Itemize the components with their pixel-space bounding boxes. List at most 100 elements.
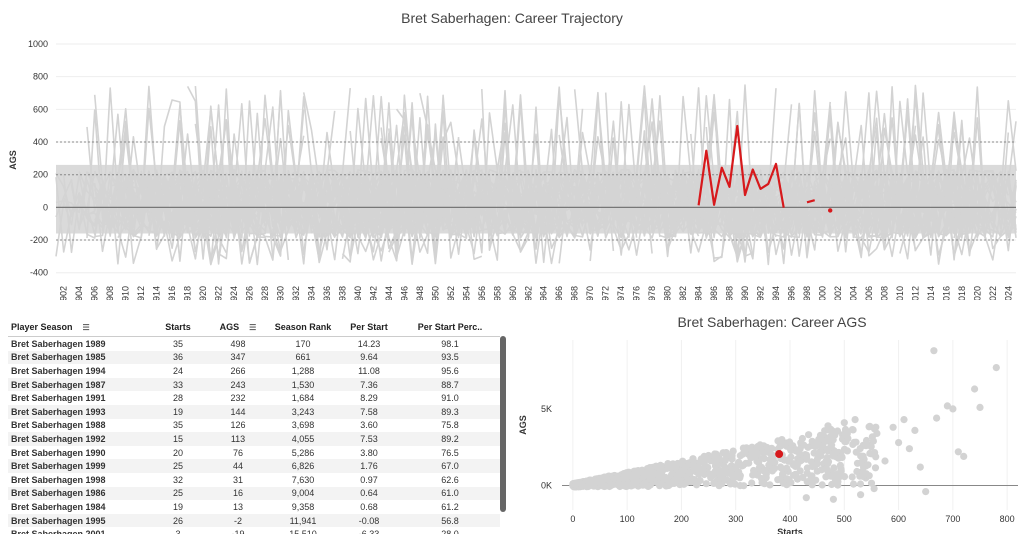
table-cell: 16 bbox=[208, 486, 268, 501]
col-header-player-season[interactable]: Player Season ☰ bbox=[11, 322, 90, 332]
x-tick-label: 2024 bbox=[1003, 286, 1013, 300]
table-cell: 7.58 bbox=[338, 404, 400, 419]
cell-player-season: Bret Saberhagen 1999 bbox=[8, 459, 148, 473]
x-tick-label: 100 bbox=[620, 514, 635, 524]
table-cell: 3.60 bbox=[360, 420, 378, 431]
highlight-point bbox=[827, 208, 833, 213]
table-row[interactable]: Bret Saberhagen 1999 25 44 6,826 1.76 67.0 bbox=[8, 459, 500, 473]
table-row[interactable]: Bret Saberhagen 1993 19 144 3,243 7.58 89.3 bbox=[8, 404, 500, 419]
table-scrollbar[interactable] bbox=[500, 336, 506, 512]
scatter-point bbox=[829, 495, 837, 503]
x-tick-label: 1970 bbox=[585, 286, 595, 300]
x-tick-label: 1982 bbox=[678, 286, 688, 300]
table-row[interactable]: Bret Saberhagen 1992 15 113 4,055 7.53 89.2 bbox=[8, 432, 500, 446]
scatter-point bbox=[708, 472, 716, 480]
x-axis-label: Starts bbox=[777, 527, 803, 534]
scatter-point bbox=[836, 461, 844, 469]
x-tick-label: 1968 bbox=[570, 286, 580, 300]
background-points bbox=[569, 347, 1000, 503]
table-cell: 4,055 bbox=[268, 432, 338, 446]
scatter-point bbox=[872, 453, 880, 461]
cell-player-season: Bret Saberhagen 1984 bbox=[11, 501, 106, 512]
y-tick-label: 1000 bbox=[28, 39, 48, 49]
highlight-point bbox=[775, 450, 784, 459]
table-cell: 9,004 bbox=[268, 486, 338, 501]
table-row[interactable]: Bret Saberhagen 20013-1915,510-6.3328.0 bbox=[8, 527, 500, 534]
scatter-point bbox=[838, 453, 846, 462]
x-tick-label: 1956 bbox=[477, 286, 487, 300]
col-header-starts[interactable]: Starts bbox=[165, 322, 191, 332]
x-tick-label: 2006 bbox=[864, 286, 874, 300]
col-header-per-start-perc[interactable]: Per Start Perc.. bbox=[417, 322, 483, 332]
x-tick-label: 1918 bbox=[183, 286, 193, 300]
scatter-point bbox=[753, 471, 762, 479]
table-row[interactable]: Bret Saberhagen 1994 24 266 1,288 11.08 95.6 bbox=[8, 364, 500, 378]
x-tick-label: 1912 bbox=[136, 286, 146, 300]
table-row[interactable]: Bret Saberhagen 1995 26 -2 11,941 -0.08 56.8 bbox=[8, 513, 500, 528]
x-tick-label: 1926 bbox=[245, 286, 255, 300]
scatter-point bbox=[728, 470, 736, 479]
x-tick-label: 800 bbox=[1000, 514, 1015, 524]
table-cell: 1.76 bbox=[338, 459, 400, 473]
scatter-point bbox=[621, 471, 629, 479]
scatter-point bbox=[954, 448, 962, 456]
table-row[interactable]: Bret Saberhagen 1984 19 13 9,358 0.68 61.2 bbox=[8, 500, 500, 514]
col-header-season-rank[interactable]: Season Rank bbox=[274, 322, 332, 332]
y-tick-label: 600 bbox=[33, 104, 48, 114]
career-trajectory-chart[interactable]: -400 -200 0 200 400 600 800 1000 AGS 1902 1904 1906… bbox=[0, 32, 1024, 300]
table-cell: 15,510 bbox=[268, 527, 338, 534]
table-row[interactable]: Bret Saberhagen 1991 28 232 1,684 8.29 91.0 bbox=[8, 391, 500, 405]
scatter-point bbox=[808, 437, 816, 445]
cell-player-season: Bret Saberhagen 1986 bbox=[8, 486, 148, 501]
table-cell: 5,286 bbox=[291, 447, 315, 458]
x-tick-label: 1936 bbox=[322, 286, 332, 300]
table-cell: -19 bbox=[208, 527, 268, 534]
x-tick-label: 1922 bbox=[214, 286, 224, 300]
x-tick-label: 2016 bbox=[941, 286, 951, 300]
y-tick-label: -400 bbox=[30, 268, 48, 278]
table-row[interactable]: Bret Saberhagen 1989 35 498 170 14.23 98.1 bbox=[8, 337, 500, 351]
table-cell: 0.68 bbox=[360, 501, 378, 512]
scatter-point bbox=[862, 462, 870, 470]
scatter-point bbox=[584, 482, 592, 490]
scatter-point bbox=[702, 480, 710, 488]
scatter-point bbox=[803, 453, 811, 461]
season-table[interactable]: Player Season ☰ Starts AGS ☰ Season Rank P… bbox=[8, 318, 508, 534]
scatter-point bbox=[824, 445, 832, 453]
x-tick-label: 1902 bbox=[59, 286, 69, 300]
table-cell: 26 bbox=[148, 513, 208, 528]
cell-player-season: Bret Saberhagen 1985 bbox=[8, 350, 148, 365]
sort-icon[interactable]: ☰ bbox=[82, 323, 90, 332]
table-cell: 13 bbox=[232, 501, 243, 512]
table-cell: -6.33 bbox=[338, 527, 400, 534]
scatter-point bbox=[813, 460, 822, 468]
x-tick-label: 1930 bbox=[276, 286, 286, 300]
scatter-point bbox=[834, 470, 842, 478]
table-cell: 95.6 bbox=[441, 365, 459, 376]
career-ags-scatter[interactable]: 0 100 200 300 400 500 600 700 800 Starts 0K 5K AGS bbox=[510, 332, 1024, 534]
table-row[interactable]: Bret Saberhagen 1998 32 31 7,630 0.97 62.6 bbox=[8, 473, 500, 487]
col-header-per-start[interactable]: Per Start bbox=[350, 322, 388, 332]
table-row[interactable]: Bret Saberhagen 1985 36 347 661 9.64 93.5 bbox=[8, 350, 500, 365]
table-cell: 232 bbox=[230, 393, 246, 404]
table-row[interactable]: Bret Saberhagen 1990 20 76 5,286 3.80 76.5 bbox=[8, 446, 500, 460]
highlight-series bbox=[699, 126, 833, 213]
x-tick-label: 2020 bbox=[972, 286, 982, 300]
top-chart-title: Bret Saberhagen: Career Trajectory bbox=[401, 10, 623, 26]
cell-player-season: Bret Saberhagen 2001 bbox=[8, 527, 148, 534]
table-row[interactable]: Bret Saberhagen 1986 25 16 9,004 0.64 61.0 bbox=[8, 486, 500, 501]
x-tick-label: 700 bbox=[945, 514, 960, 524]
table-cell: 126 bbox=[230, 420, 246, 431]
table-cell: 35 bbox=[172, 420, 183, 431]
table-cell: 76 bbox=[232, 447, 243, 458]
scatter-point bbox=[719, 449, 727, 457]
scatter-point bbox=[862, 436, 871, 445]
sort-icon[interactable]: ☰ bbox=[249, 323, 257, 332]
col-header-ags[interactable]: AGS ☰ bbox=[219, 322, 257, 332]
table-cell: 1,684 bbox=[291, 393, 315, 404]
scatter-point bbox=[695, 470, 703, 478]
table-row[interactable]: Bret Saberhagen 1987 33 243 1,530 7.36 88.7 bbox=[8, 377, 500, 392]
x-tick-label: 1964 bbox=[539, 286, 549, 300]
scatter-point bbox=[796, 467, 804, 475]
table-row[interactable]: Bret Saberhagen 1988 35 126 3,698 3.60 75.8 bbox=[8, 419, 500, 433]
